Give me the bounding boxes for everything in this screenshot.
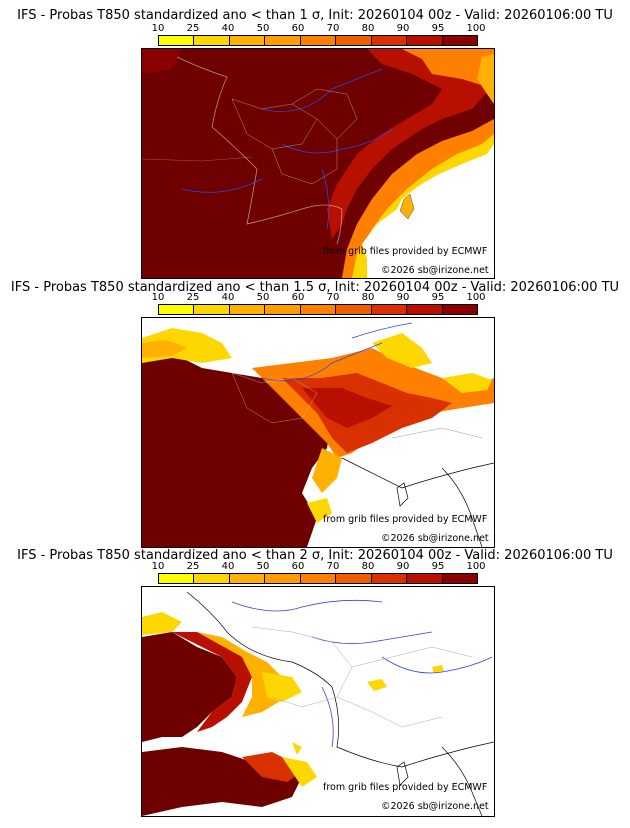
colorbar-swatch (336, 574, 372, 583)
probability-map (141, 48, 495, 279)
colorbar-swatch (442, 36, 477, 45)
colorbar-swatch (229, 36, 266, 45)
tick-label: 50 (256, 561, 270, 572)
colorbar-swatch (371, 305, 408, 314)
map-graphic (142, 587, 494, 816)
tick-label: 95 (431, 292, 445, 303)
colorbar-swatch (442, 305, 477, 314)
tick-label: 60 (291, 561, 305, 572)
colorbar-swatch (371, 36, 408, 45)
colorbar-swatch (159, 305, 195, 314)
tick-label: 95 (431, 23, 445, 34)
tick-label: 10 (151, 561, 165, 572)
copyright-note: ©2026 sb@irizone.net (381, 801, 489, 812)
tick-label: 60 (291, 292, 305, 303)
colorbar-swatch (229, 574, 266, 583)
tick-label: 40 (221, 23, 235, 34)
colorbar-swatch (229, 305, 266, 314)
data-source-note: from grib files provided by ECMWF (323, 246, 488, 257)
data-source-note: from grib files provided by ECMWF (323, 782, 488, 793)
colorbar-ticks: 10 25 40 50 60 70 80 90 95 100 (152, 292, 486, 304)
colorbar-swatch (336, 305, 372, 314)
colorbar-swatch (194, 574, 230, 583)
tick-label: 90 (396, 561, 410, 572)
tick-label: 70 (326, 23, 340, 34)
tick-label: 100 (466, 23, 486, 34)
tick-label: 25 (186, 292, 200, 303)
tick-label: 70 (326, 292, 340, 303)
colorbar-swatch (442, 574, 477, 583)
tick-label: 40 (221, 561, 235, 572)
tick-label: 10 (151, 23, 165, 34)
tick-label: 80 (361, 292, 375, 303)
tick-label: 70 (326, 561, 340, 572)
panel-title: IFS - Probas T850 standardized ano < tha… (10, 280, 620, 295)
colorbar (158, 35, 478, 46)
tick-label: 90 (396, 23, 410, 34)
tick-label: 100 (466, 561, 486, 572)
colorbar-swatch (159, 574, 195, 583)
probability-map (141, 586, 495, 817)
colorbar (158, 573, 478, 584)
tick-label: 100 (466, 292, 486, 303)
copyright-note: ©2026 sb@irizone.net (381, 265, 489, 276)
tick-label: 90 (396, 292, 410, 303)
panel-title: IFS - Probas T850 standardized ano < tha… (17, 548, 613, 563)
colorbar-swatch (407, 305, 443, 314)
colorbar-ticks: 10 25 40 50 60 70 80 90 95 100 (152, 561, 486, 573)
tick-label: 80 (361, 23, 375, 34)
colorbar-swatch (300, 574, 337, 583)
colorbar-swatch (407, 36, 443, 45)
tick-label: 50 (256, 23, 270, 34)
colorbar-ticks: 10 25 40 50 60 70 80 90 95 100 (152, 23, 486, 35)
tick-label: 40 (221, 292, 235, 303)
colorbar-swatch (336, 36, 372, 45)
colorbar (158, 304, 478, 315)
map-graphic (142, 318, 494, 547)
colorbar-swatch (194, 36, 230, 45)
colorbar-swatch (159, 36, 195, 45)
tick-label: 80 (361, 561, 375, 572)
colorbar-swatch (300, 36, 337, 45)
tick-label: 50 (256, 292, 270, 303)
colorbar-swatch (407, 574, 443, 583)
tick-label: 25 (186, 23, 200, 34)
colorbar-swatch (265, 305, 301, 314)
panel-title: IFS - Probas T850 standardized ano < tha… (17, 8, 613, 23)
colorbar-swatch (371, 574, 408, 583)
copyright-note: ©2026 sb@irizone.net (381, 533, 489, 544)
data-source-note: from grib files provided by ECMWF (323, 514, 488, 525)
tick-label: 60 (291, 23, 305, 34)
colorbar-swatch (300, 305, 337, 314)
colorbar-swatch (265, 36, 301, 45)
probability-map (141, 317, 495, 548)
colorbar-swatch (265, 574, 301, 583)
tick-label: 95 (431, 561, 445, 572)
map-graphic (142, 49, 494, 278)
colorbar-swatch (194, 305, 230, 314)
tick-label: 10 (151, 292, 165, 303)
tick-label: 25 (186, 561, 200, 572)
